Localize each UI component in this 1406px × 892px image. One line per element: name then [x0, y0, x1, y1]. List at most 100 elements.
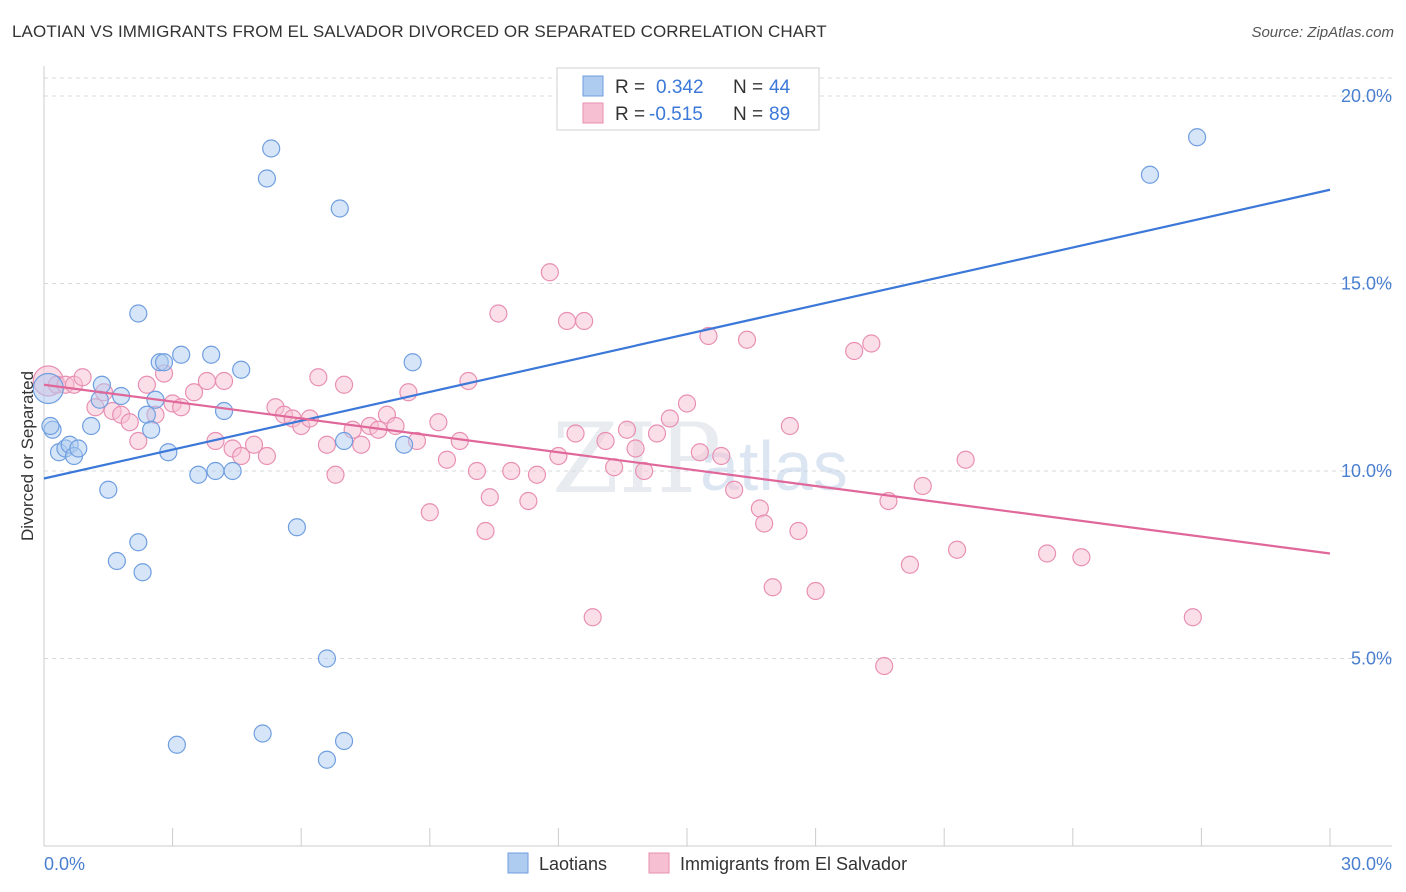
el-salvador-point — [244, 435, 264, 454]
el-salvador-point — [755, 514, 774, 533]
el-salvador-point — [352, 435, 371, 454]
el-salvador-point — [317, 435, 337, 454]
el-salvador-point — [1183, 608, 1202, 627]
el-salvador-point — [750, 499, 769, 518]
y-tick-label: 10.0% — [1341, 461, 1392, 481]
el-salvador-point — [956, 450, 975, 469]
x-tick-label-max: 30.0% — [1341, 854, 1392, 874]
stats-n2-label: N = — [733, 104, 763, 125]
el-salvador-point — [900, 555, 920, 574]
series-legend: Laotians Immigrants from El Salvador — [507, 852, 907, 874]
trend-lines — [43, 188, 1331, 555]
laotians-point — [403, 353, 422, 372]
stats-legend-pink-swatch — [582, 102, 604, 124]
el-salvador-point — [309, 368, 328, 387]
laotians-trend-line — [43, 188, 1331, 480]
stats-n2-value: 89 — [769, 104, 790, 125]
el-salvador-point — [947, 540, 967, 559]
el-salvador-point — [596, 431, 615, 451]
legend-el-salvador-label: Immigrants from El Salvador — [680, 854, 907, 874]
el-salvador-point — [566, 424, 585, 443]
el-salvador-point — [617, 420, 637, 439]
x-tick-label-min: 0.0% — [44, 854, 85, 874]
el-salvador-point — [660, 409, 679, 428]
laotians-point — [334, 731, 354, 751]
el-salvador-point — [737, 330, 757, 349]
laotians-point — [99, 480, 118, 499]
el-salvador-point — [699, 326, 718, 346]
laotians-point — [82, 416, 101, 436]
laotians-point — [214, 401, 234, 421]
el-salvador-point — [540, 263, 559, 282]
el-salvador-point — [129, 431, 148, 451]
chart-title: LAOTIAN VS IMMIGRANTS FROM EL SALVADOR D… — [12, 22, 827, 41]
el-salvador-point — [527, 465, 547, 484]
el-salvador-point — [763, 578, 782, 597]
laotians-point — [257, 169, 277, 188]
el-salvador-point — [549, 446, 568, 466]
stats-r2-value: -0.515 — [649, 104, 703, 125]
legend-laotians-label: Laotians — [539, 854, 607, 874]
el-salvador-point — [214, 371, 234, 391]
el-salvador-point — [137, 375, 156, 394]
el-salvador-point — [913, 476, 932, 496]
el-salvador-point — [725, 480, 744, 499]
stats-legend-blue-swatch — [582, 75, 604, 97]
laotians-point — [232, 360, 251, 379]
y-tick-label: 20.0% — [1341, 86, 1392, 106]
el-salvador-point — [690, 443, 709, 462]
laotians-point — [142, 420, 161, 439]
el-salvador-point — [502, 461, 521, 481]
x-ticks — [43, 828, 1331, 846]
laotians-point — [330, 199, 349, 218]
laotians-point — [262, 139, 281, 158]
axes — [43, 66, 1392, 847]
el-salvador-point — [647, 424, 667, 443]
laotians-point — [223, 461, 242, 481]
y-tick-labels: 5.0% 10.0% 15.0% 20.0% — [1341, 86, 1392, 669]
legend-el-salvador-swatch — [648, 852, 670, 874]
laotians-point — [137, 405, 156, 424]
el-salvador-point — [184, 383, 204, 402]
el-salvador-point — [677, 394, 697, 413]
watermark-atlas: atlas — [700, 427, 848, 505]
watermark-zip: ZIP — [552, 403, 721, 515]
chart-source: Source: ZipAtlas.com — [1251, 24, 1394, 41]
el-salvador-point — [232, 446, 251, 466]
laotians-point — [206, 461, 225, 481]
watermark: ZIP atlas — [552, 403, 848, 515]
laotians-point — [1188, 128, 1207, 147]
el-salvador-point — [789, 521, 808, 541]
el-salvador-point — [476, 521, 495, 541]
laotians-point — [253, 724, 272, 743]
el-salvador-point — [120, 413, 139, 432]
el-salvador-point — [257, 446, 277, 466]
el-salvador-point — [845, 341, 864, 361]
stats-n1-value: 44 — [769, 77, 791, 98]
laotians-point — [317, 750, 337, 769]
laotians-point — [154, 353, 174, 372]
el-salvador-trend-line — [43, 383, 1331, 555]
stats-n1-label: N = — [733, 77, 763, 98]
laotians-point — [69, 439, 88, 458]
laotians-point — [172, 345, 191, 364]
laotians-point — [129, 304, 148, 323]
el-salvador-point — [780, 416, 799, 436]
el-salvador-point — [519, 491, 538, 511]
el-salvador-point — [1037, 544, 1057, 563]
el-salvador-point — [1072, 548, 1091, 567]
laotians-point — [1140, 165, 1160, 184]
laotians-point — [394, 435, 414, 454]
laotians-point — [202, 345, 221, 364]
stats-r1-value: 0.342 — [656, 77, 704, 98]
legend-laotians-swatch — [507, 852, 529, 874]
el-salvador-point — [806, 581, 825, 601]
el-salvador-point — [557, 311, 577, 331]
stats-r1-label: R = — [615, 77, 645, 98]
el-salvador-point — [480, 488, 499, 507]
el-salvador-point — [429, 413, 448, 432]
laotians-point — [287, 518, 307, 537]
el-salvador-point — [467, 461, 487, 481]
el-salvador-point — [197, 371, 216, 391]
